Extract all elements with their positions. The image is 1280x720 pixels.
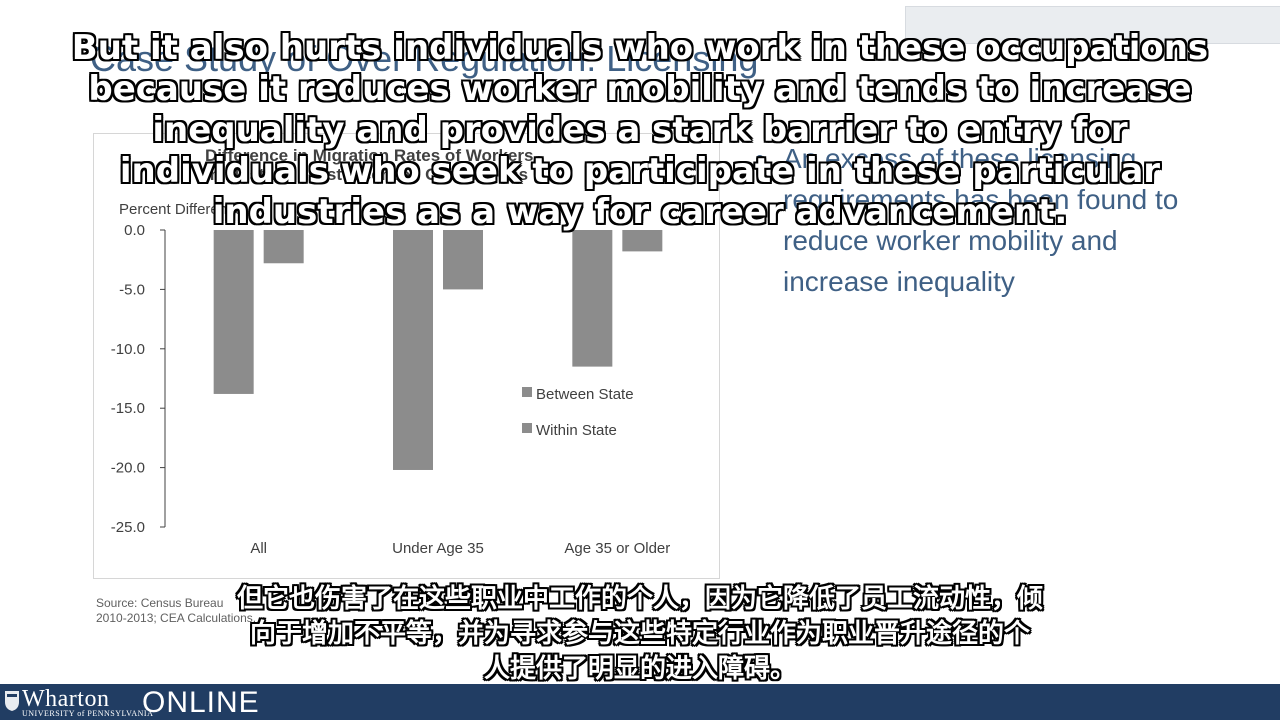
y-axis-label: Percent Difference: [119, 201, 243, 218]
chinese-subtitle-line: 但它也伤害了在这些职业中工作的个人，因为它降低了员工流动性，倾: [236, 584, 1043, 614]
bar-within-state: [622, 230, 663, 252]
english-subtitle: But it also hurts individuals who work i…: [0, 28, 1280, 233]
chinese-subtitle-line: 人提供了明显的进入障碍。: [483, 654, 796, 684]
english-subtitle-line: But it also hurts individuals who work i…: [71, 28, 1209, 68]
legend-swatch: [522, 423, 532, 433]
footer-bar: [0, 684, 1280, 720]
english-subtitle-line: individuals who seek to participate in t…: [119, 151, 1161, 191]
y-tick-label: -15.0: [111, 400, 145, 417]
y-tick-label: -25.0: [111, 519, 145, 536]
x-category-label: All: [250, 540, 267, 557]
wharton-shield-icon: [5, 691, 19, 711]
english-subtitle-line: inequality and provides a stark barrier …: [152, 110, 1128, 150]
legend-label: Between State: [536, 386, 634, 403]
top-right-panel: [905, 6, 1280, 44]
x-category-label: Under Age 35: [392, 540, 484, 557]
online-logo: ONLINE: [142, 686, 260, 719]
bar-chart: Percent Difference 0.0 -5.0 -10.0 -15.0 -20.0…: [111, 201, 670, 557]
legend-swatch: [522, 387, 532, 397]
source-line2: 2010-2013; CEA Calculations.: [96, 611, 257, 625]
x-category-label: Age 35 or Older: [564, 540, 670, 557]
y-tick-label: -10.0: [111, 341, 145, 358]
english-subtitle-line: because it reduces worker mobility and t…: [88, 69, 1192, 109]
chart-source: Source: Census Bureau 2010-2013; CEA Cal…: [96, 596, 256, 626]
slide-title: Case Study of Over Regulation: Licensing: [90, 38, 759, 79]
chart-title-line1: Difference in Migration Rates of Workers: [205, 146, 534, 165]
bar-between-state: [213, 230, 254, 394]
legend-label: Within State: [536, 422, 617, 439]
bar-between-state: [572, 230, 613, 367]
y-tick-label: 0.0: [124, 222, 145, 239]
bullet-text: An excess of these licensing requirement…: [783, 143, 1179, 297]
bar-within-state: [263, 230, 304, 264]
y-tick-label: -20.0: [111, 460, 145, 477]
y-tick-label: -5.0: [119, 281, 145, 298]
bullet-icon: •: [755, 143, 765, 174]
bar-within-state: [443, 230, 483, 290]
bar-between-state: [393, 230, 433, 470]
chinese-subtitle-line: 向于增加不平等，并为寻求参与这些特定行业作为职业晋升途径的个: [249, 619, 1030, 649]
chinese-subtitle: 但它也伤害了在这些职业中工作的个人，因为它降低了员工流动性，倾 向于增加不平等，…: [0, 582, 1280, 687]
bullet-point: • An excess of these licensing requireme…: [755, 138, 1203, 302]
wharton-logo[interactable]: Wharton: [22, 686, 110, 712]
chart-title: Difference in Migration Rates of Workers…: [205, 146, 605, 184]
wharton-logo-subtitle: UNIVERSITY of PENNSYLVANIA: [22, 709, 154, 718]
source-line1: Source: Census Bureau: [96, 596, 224, 610]
chart-title-line2: in Most vs. Least Licensed Occupations: [205, 165, 529, 184]
english-subtitle-line: industries as a way for career advanceme…: [212, 192, 1068, 232]
